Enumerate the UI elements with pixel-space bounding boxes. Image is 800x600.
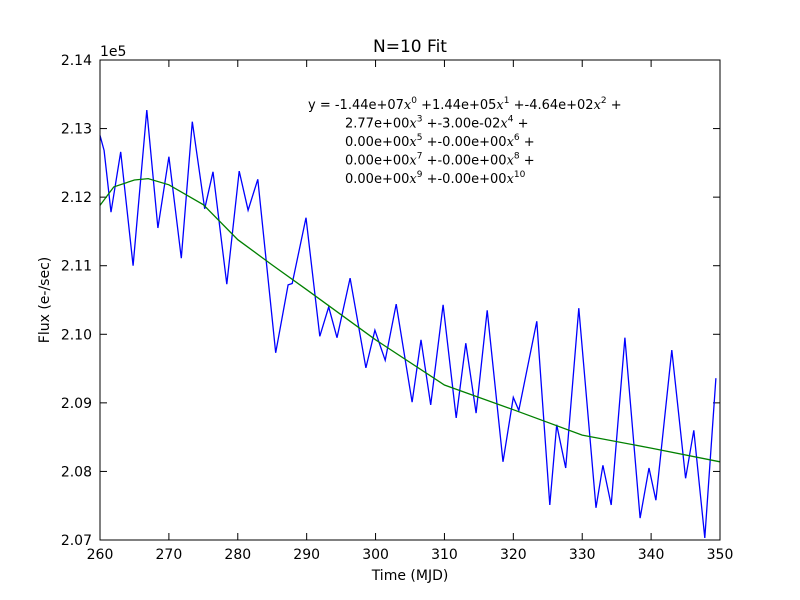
x-tick-label: 330 — [569, 547, 596, 563]
equation-text: +-0.00e+00 — [422, 172, 506, 187]
equation-text: 0.00e+00 — [345, 135, 409, 150]
equation-text: +1.44e+05 — [417, 98, 496, 113]
x-tick-label: 350 — [707, 547, 734, 563]
y-axis-label: Flux (e-/sec) — [37, 257, 53, 343]
y-tick-label: 2.13 — [61, 122, 92, 138]
fit-equation: y = -1.44e+07x0​ +1.44e+05x1​ +-4.64e+02… — [308, 96, 622, 113]
equation-variable: x — [404, 98, 412, 113]
equation-variable: x — [409, 154, 417, 169]
equation-exponent: 9 — [417, 170, 423, 180]
equation-variable: x — [409, 135, 417, 150]
x-tick-label: 290 — [293, 547, 320, 563]
equation-text: +-4.64e+02 — [509, 98, 593, 113]
x-axis-label: Time (MJD) — [371, 568, 449, 584]
fit-equation: 0.00e+00x5​ +-0.00e+00x6​ + — [345, 133, 535, 150]
y-tick-label: 2.09 — [61, 396, 92, 412]
equation-exponent: 0 — [411, 96, 417, 106]
plot-frame — [99, 59, 721, 541]
equation-exponent: 6 — [514, 133, 520, 143]
x-tick-label: 260 — [87, 547, 114, 563]
equation-text: 0.00e+00 — [345, 172, 409, 187]
equation-exponent: 8 — [514, 152, 520, 162]
y-tick-label: 2.12 — [61, 190, 92, 206]
equation-text: +-0.00e+00 — [422, 135, 506, 150]
equation-text: 2.77e+00 — [345, 117, 409, 132]
equation-text: +-0.00e+00 — [422, 154, 506, 169]
equation-exponent: 1 — [504, 96, 510, 106]
y-tick-label: 2.10 — [61, 327, 92, 343]
data-line — [99, 110, 717, 538]
equation-text: +-3.00e-02 — [422, 117, 500, 132]
x-tick-label: 280 — [224, 547, 251, 563]
equation-text: y = -1.44e+07 — [308, 98, 404, 113]
equation-text: + — [520, 135, 535, 150]
y-tick-label: 2.07 — [61, 533, 92, 549]
y-tick-label: 2.11 — [61, 259, 92, 275]
equation-variable: x — [507, 172, 515, 187]
equation-exponent: 3 — [417, 115, 423, 125]
y-offset-text: 1e5 — [100, 44, 126, 60]
x-tick-label: 270 — [156, 547, 183, 563]
fit-equation: 0.00e+00x7​ +-0.00e+00x8​ + — [345, 152, 535, 169]
equation-variable: x — [507, 135, 515, 150]
equation-variable: x — [507, 154, 515, 169]
equation-variable: x — [500, 117, 508, 132]
equation-text: + — [513, 117, 528, 132]
x-tick-label: 300 — [362, 547, 389, 563]
equation-variable: x — [409, 117, 417, 132]
fit-equation: 2.77e+00x3​ +-3.00e-02x4​ + — [345, 115, 528, 132]
fit-equation: 0.00e+00x9​ +-0.00e+00x10​ — [345, 170, 526, 187]
y-tick-label: 2.08 — [61, 464, 92, 480]
equation-exponent: 4 — [508, 115, 514, 125]
equation-text: + — [520, 154, 535, 169]
equation-variable: x — [496, 98, 504, 113]
equation-variable: x — [409, 172, 417, 187]
equation-exponent: 10 — [514, 170, 526, 180]
equation-exponent: 2 — [601, 96, 607, 106]
data-line — [99, 177, 721, 463]
y-tick-label: 2.14 — [61, 53, 92, 69]
x-tick-label: 340 — [638, 547, 665, 563]
chart-title: N=10 Fit — [373, 37, 447, 57]
x-tick-label: 320 — [500, 547, 527, 563]
equation-exponent: 5 — [417, 133, 423, 143]
x-tick-label: 310 — [431, 547, 458, 563]
equation-variable: x — [594, 98, 602, 113]
equation-exponent: 7 — [417, 152, 423, 162]
equation-text: + — [607, 98, 622, 113]
equation-text: 0.00e+00 — [345, 154, 409, 169]
